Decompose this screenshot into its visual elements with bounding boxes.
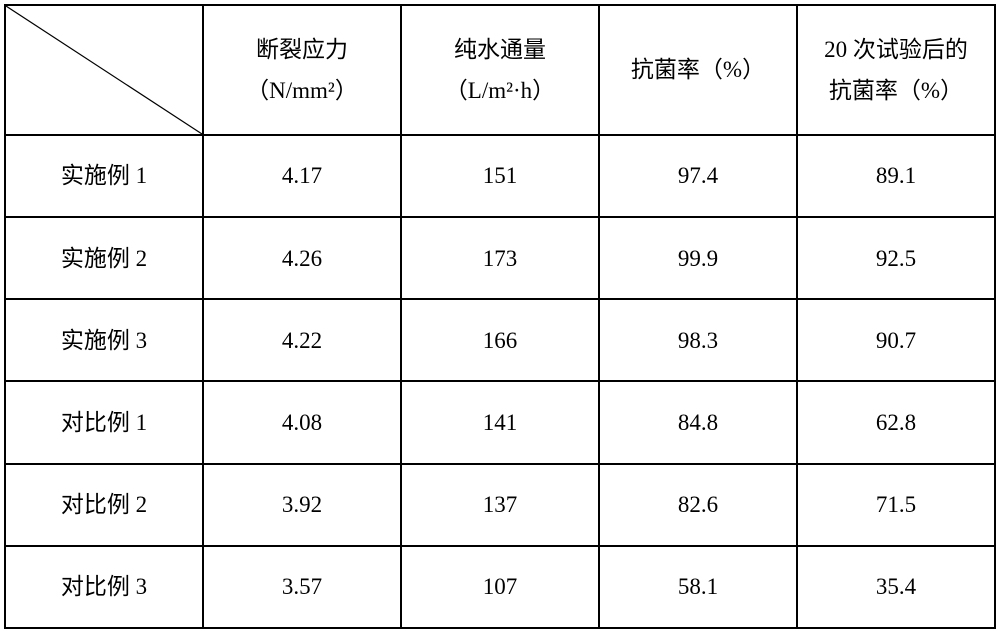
- cell-value: 90.7: [797, 299, 995, 381]
- cell-value: 151: [401, 135, 599, 217]
- cell-value: 82.6: [599, 464, 797, 546]
- cell-value: 166: [401, 299, 599, 381]
- cell-value: 137: [401, 464, 599, 546]
- cell-value: 97.4: [599, 135, 797, 217]
- cell-value: 4.17: [203, 135, 401, 217]
- cell-value: 71.5: [797, 464, 995, 546]
- cell-value: 4.08: [203, 381, 401, 463]
- cell-value: 107: [401, 546, 599, 628]
- cell-value: 89.1: [797, 135, 995, 217]
- cell-value: 4.22: [203, 299, 401, 381]
- cell-value: 3.92: [203, 464, 401, 546]
- table-row: 实施例 3 4.22 166 98.3 90.7: [5, 299, 995, 381]
- cell-value: 3.57: [203, 546, 401, 628]
- cell-value: 62.8: [797, 381, 995, 463]
- column-header-antibacterial-20: 20 次试验后的 抗菌率（%）: [797, 5, 995, 135]
- header-unit: 抗菌率（%）: [802, 70, 990, 111]
- column-header-stress: 断裂应力 （N/mm²）: [203, 5, 401, 135]
- header-label: 20 次试验后的: [802, 29, 990, 70]
- header-label: 纯水通量: [406, 29, 594, 70]
- table-row: 对比例 2 3.92 137 82.6 71.5: [5, 464, 995, 546]
- table-row: 对比例 1 4.08 141 84.8 62.8: [5, 381, 995, 463]
- row-label: 对比例 2: [5, 464, 203, 546]
- header-unit: （N/mm²）: [208, 70, 396, 111]
- diagonal-line-icon: [6, 6, 202, 134]
- cell-value: 84.8: [599, 381, 797, 463]
- table-row: 实施例 1 4.17 151 97.4 89.1: [5, 135, 995, 217]
- table-row: 实施例 2 4.26 173 99.9 92.5: [5, 217, 995, 299]
- data-table: 断裂应力 （N/mm²） 纯水通量 （L/m²·h） 抗菌率（%） 20 次试验…: [4, 4, 996, 629]
- cell-value: 35.4: [797, 546, 995, 628]
- table-row: 对比例 3 3.57 107 58.1 35.4: [5, 546, 995, 628]
- cell-value: 173: [401, 217, 599, 299]
- row-label: 实施例 1: [5, 135, 203, 217]
- row-label: 对比例 3: [5, 546, 203, 628]
- header-label: 断裂应力: [208, 29, 396, 70]
- row-label: 实施例 2: [5, 217, 203, 299]
- cell-value: 98.3: [599, 299, 797, 381]
- header-label: 抗菌率（%）: [631, 57, 765, 82]
- cell-value: 99.9: [599, 217, 797, 299]
- row-label: 实施例 3: [5, 299, 203, 381]
- cell-value: 58.1: [599, 546, 797, 628]
- row-label: 对比例 1: [5, 381, 203, 463]
- cell-value: 141: [401, 381, 599, 463]
- cell-value: 92.5: [797, 217, 995, 299]
- cell-value: 4.26: [203, 217, 401, 299]
- header-unit: （L/m²·h）: [406, 70, 594, 111]
- column-header-antibacterial: 抗菌率（%）: [599, 5, 797, 135]
- table-header-row: 断裂应力 （N/mm²） 纯水通量 （L/m²·h） 抗菌率（%） 20 次试验…: [5, 5, 995, 135]
- diagonal-header-cell: [5, 5, 203, 135]
- column-header-flux: 纯水通量 （L/m²·h）: [401, 5, 599, 135]
